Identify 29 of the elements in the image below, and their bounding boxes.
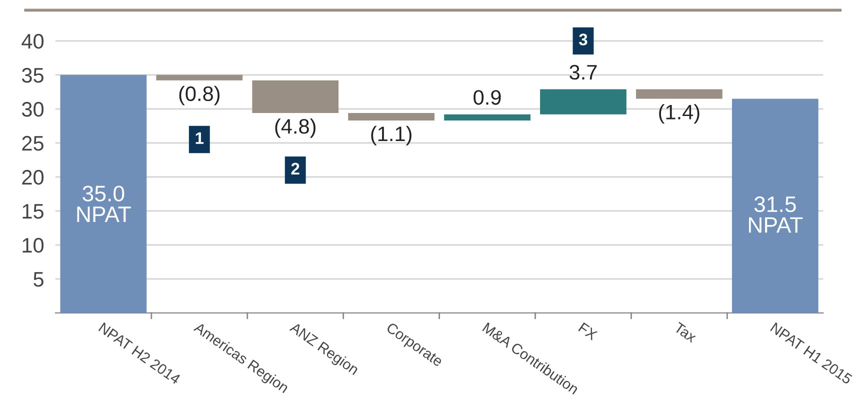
y-tick-label: 20 [22,170,44,185]
y-tick-label: 25 [22,136,44,151]
bar [156,74,243,80]
bar [348,113,434,120]
y-tick-label: 10 [22,238,44,253]
bar [636,89,722,99]
annotation: 3 [578,34,588,46]
annotation: 2 [291,162,300,174]
data-label: (1.4) [659,104,700,124]
y-tick-label: 30 [22,102,44,117]
bar [540,89,626,114]
bar [732,98,818,313]
bar [60,74,147,313]
bar [444,114,530,120]
data-label: (1.1) [371,126,412,146]
y-tick-label: 40 [22,34,44,49]
data-label: 3.7 [570,64,597,80]
x-tick-label: Tax [673,322,698,343]
annotation: 1 [196,132,204,144]
y-tick-label: 15 [22,204,44,219]
data-label: (0.8) [179,86,220,106]
data-label: 35.0 NPAT [77,186,131,222]
data-label: 31.5 NPAT [748,196,803,233]
bar [252,80,339,114]
data-label: 0.9 [474,90,501,105]
y-tick-label: 35 [22,68,44,83]
data-label: (4.8) [275,118,316,138]
x-tick-label: FX [578,322,598,340]
y-tick-label: 5 [34,272,44,287]
